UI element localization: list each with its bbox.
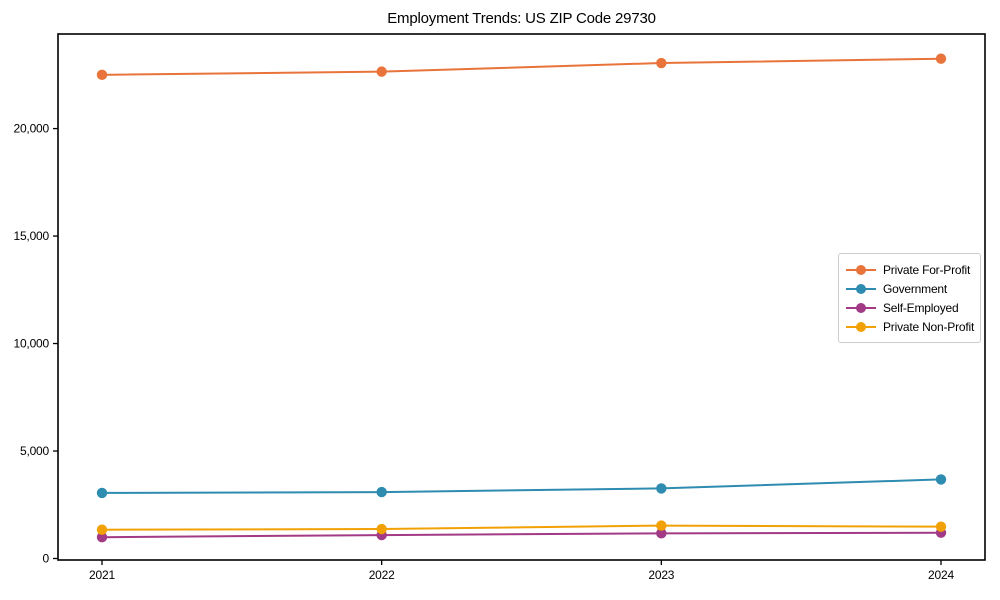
x-tick-label: 2022 xyxy=(369,568,395,582)
legend-marker-private-non-profit xyxy=(846,321,876,332)
x-tick-label: 2023 xyxy=(648,568,674,582)
data-point-marker xyxy=(656,57,667,69)
data-point-marker xyxy=(656,483,667,494)
data-point-marker xyxy=(96,532,108,543)
y-tick-label: 15,000 xyxy=(13,229,49,243)
data-point-marker xyxy=(376,486,387,498)
legend-label: Private For-Profit xyxy=(883,262,971,277)
data-point-marker xyxy=(96,487,108,499)
data-point-marker xyxy=(96,524,108,535)
data-point-marker xyxy=(935,521,947,532)
legend-item: Government xyxy=(846,279,972,298)
series-line xyxy=(101,57,942,76)
legend-label: Private Non-Profit xyxy=(883,319,975,334)
data-point-marker xyxy=(376,66,387,77)
y-tick-label: 5,000 xyxy=(20,444,50,458)
data-point-marker xyxy=(656,528,667,539)
y-tick-label: 0 xyxy=(43,551,50,565)
data-point-marker xyxy=(376,523,387,535)
axes-spines xyxy=(57,33,986,561)
x-tick-label: 2021 xyxy=(89,568,115,582)
x-tick-label: 2024 xyxy=(928,568,954,582)
y-tick-label: 20,000 xyxy=(13,122,49,136)
legend-label: Self-Employed xyxy=(883,300,959,315)
data-point-marker xyxy=(96,69,108,81)
legend-marker-private-for-profit xyxy=(846,264,876,275)
legend-item: Private Non-Profit xyxy=(846,317,975,336)
chart-title: Employment Trends: US ZIP Code 29730 xyxy=(387,10,656,27)
legend-item: Self-Employed xyxy=(846,298,972,317)
data-point-marker xyxy=(935,474,947,485)
series-line xyxy=(101,531,942,539)
legend: Private For-Profit Government Self-Emplo… xyxy=(838,253,981,343)
legend-marker-government xyxy=(846,283,876,294)
series-line xyxy=(101,524,942,531)
legend-label: Government xyxy=(883,281,948,296)
y-tick-label: 10,000 xyxy=(13,337,49,351)
data-point-marker xyxy=(656,520,667,531)
series-line xyxy=(101,478,942,494)
legend-marker-self-employed xyxy=(846,302,876,313)
legend-item: Private For-Profit xyxy=(846,260,972,279)
data-point-marker xyxy=(935,53,947,64)
